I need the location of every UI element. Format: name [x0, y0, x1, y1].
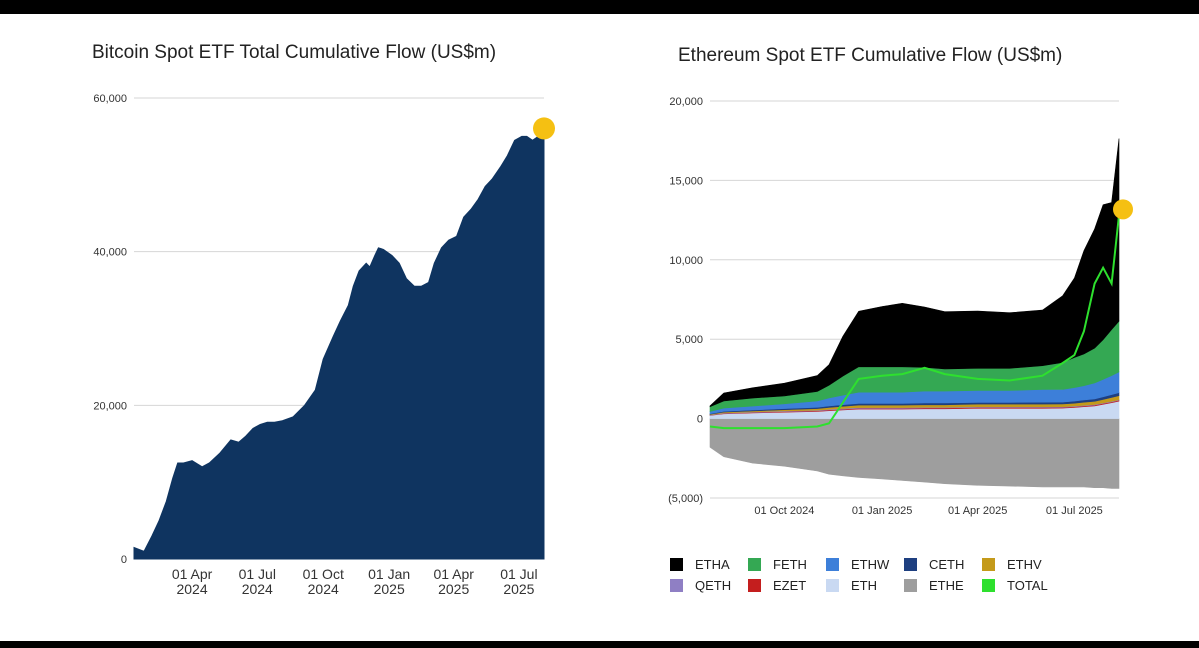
legend-label-ethe: ETHE	[929, 578, 964, 593]
legend-item: ETHA	[670, 557, 748, 572]
legend-row: QETH EZET ETH ETHE TOTAL	[670, 575, 1110, 596]
legend-row: ETHA FETH ETHW CETH ETHV	[670, 554, 1110, 575]
legend-label-ceth: CETH	[929, 557, 965, 572]
legend-swatch	[748, 558, 761, 571]
legend-label-ethv: ETHV	[1007, 557, 1042, 572]
eth-cumulative-flow-chart: (5,000) 0 5,000 10,000 15,000 20,000 01 Oct 20…	[668, 96, 1133, 517]
latest-value-marker	[1113, 199, 1133, 220]
x-tick-label: 01 Apr 2025	[948, 505, 1007, 517]
y-tick-label: 60,000	[93, 93, 127, 105]
eth-chart-title: Ethereum Spot ETF Cumulative Flow (US$m)	[678, 45, 1063, 66]
legend-label-qeth: QETH	[695, 578, 732, 593]
btc-cumulative-flow-chart: 0 20,000 40,000 60,000 01 Apr 2024 01 Jul 2024 0…	[93, 93, 555, 597]
latest-value-marker	[533, 117, 555, 140]
top-black-bar	[0, 0, 1199, 14]
legend-swatch	[670, 558, 683, 571]
y-tick-label: 0	[121, 554, 127, 566]
y-tick-label: 20,000	[93, 400, 127, 412]
legend-item: QETH	[670, 578, 748, 593]
x-tick-label: 01 Apr 2025	[433, 566, 474, 597]
x-tick-label: 01 Jan 2025	[368, 566, 410, 597]
legend-item: TOTAL	[982, 578, 1060, 593]
x-tick-label: 01 Jul 2024	[239, 566, 276, 597]
y-tick-label: 10,000	[669, 255, 703, 267]
legend-swatch	[826, 558, 839, 571]
bottom-black-bar	[0, 641, 1199, 648]
legend-swatch	[904, 579, 917, 592]
legend-label-ethw: ETHW	[851, 557, 890, 572]
legend-item: EZET	[748, 578, 826, 593]
legend-item: ETHV	[982, 557, 1060, 572]
legend-label-feth: FETH	[773, 557, 807, 572]
line-total	[709, 215, 1120, 430]
x-tick-label: 01 Apr 2024	[172, 566, 213, 597]
y-tick-label: 5,000	[675, 334, 703, 346]
legend-label-total: TOTAL	[1007, 578, 1048, 593]
legend-label-eth: ETH	[851, 578, 877, 593]
legend-label-ezet: EZET	[773, 578, 807, 593]
legend-swatch	[904, 558, 917, 571]
legend-swatch	[748, 579, 761, 592]
legend-swatch	[982, 558, 995, 571]
y-tick-label: 15,000	[669, 175, 703, 187]
eth-chart-legend: ETHA FETH ETHW CETH ETHV QETH EZET ETH E…	[670, 554, 1110, 596]
x-tick-label: 01 Jul 2025	[500, 566, 537, 597]
legend-item: CETH	[904, 557, 982, 572]
x-tick-label: 01 Jan 2025	[852, 505, 913, 517]
btc-chart-title: Bitcoin Spot ETF Total Cumulative Flow (…	[92, 42, 497, 63]
y-tick-label: 20,000	[669, 96, 703, 108]
y-tick-label: (5,000)	[668, 493, 703, 505]
y-tick-label: 0	[697, 414, 703, 426]
btc-flow-area	[133, 135, 545, 560]
legend-item: ETH	[826, 578, 904, 593]
legend-item: ETHE	[904, 578, 982, 593]
y-tick-label: 40,000	[93, 247, 127, 259]
legend-swatch	[826, 579, 839, 592]
x-tick-label: 01 Jul 2025	[1046, 505, 1103, 517]
legend-item: ETHW	[826, 557, 904, 572]
legend-swatch	[982, 579, 995, 592]
legend-item: FETH	[748, 557, 826, 572]
legend-label-etha: ETHA	[695, 557, 730, 572]
legend-swatch	[670, 579, 683, 592]
x-tick-label: 01 Oct 2024	[754, 505, 814, 517]
x-tick-label: 01 Oct 2024	[303, 566, 344, 597]
area-etha	[709, 138, 1120, 408]
